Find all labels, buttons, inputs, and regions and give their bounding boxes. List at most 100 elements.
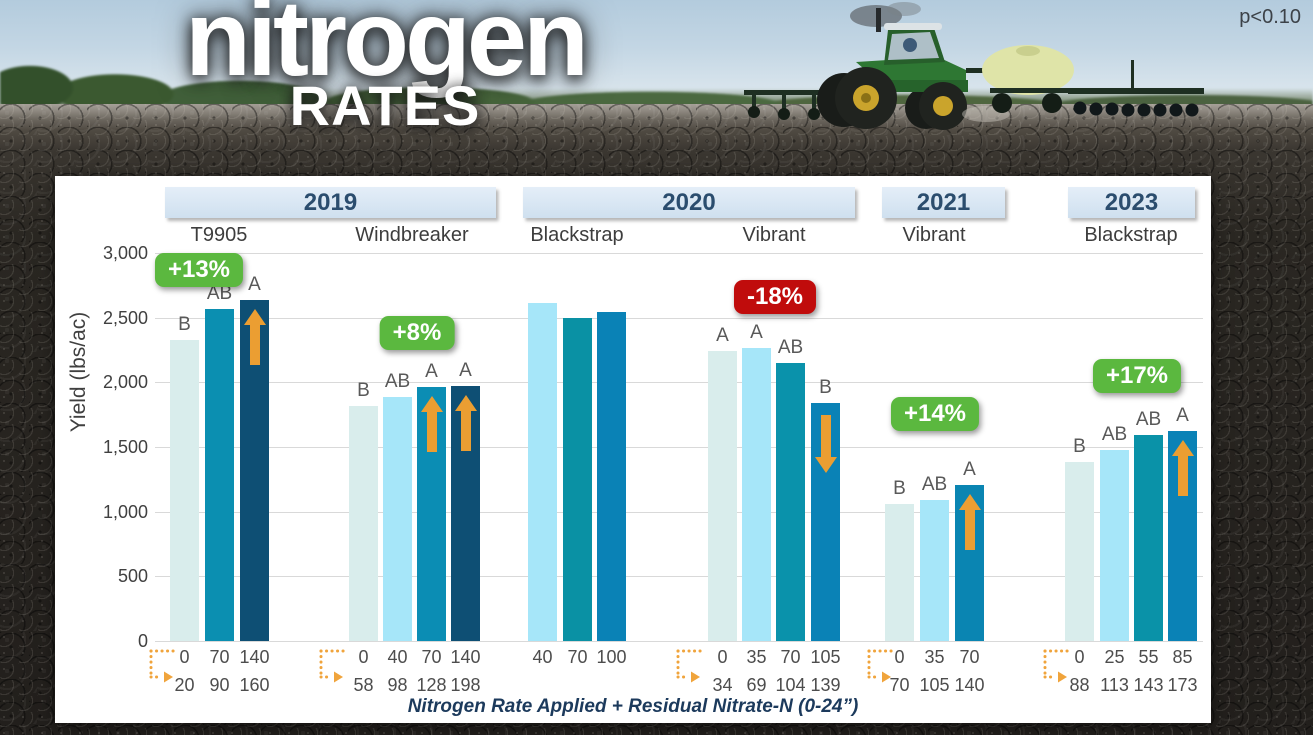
cab-roof [884,23,942,30]
significance-letter: A [1176,405,1189,427]
rate-applied-label: 70 [959,647,980,667]
rate-applied-label: 0 [717,647,728,667]
rate-applied-label: 0 [179,647,190,667]
bar-blackstrap-rate-0 [1065,461,1094,641]
exhaust-stack [876,8,881,32]
bar-arrow-up-icon [420,395,443,457]
rate-total-label: 198 [450,675,481,695]
significance-letter: AB [206,282,233,304]
rate-total-label: 160 [239,675,270,695]
rate-total-label: 58 [353,675,374,695]
significance-letter: B [1073,435,1086,457]
grid-line [155,447,1203,448]
bar-blackstrap-rate-55 [1134,435,1163,641]
rate-applied-label: 0 [358,647,369,667]
bar-vibrant-rate-35 [920,500,949,641]
significance-letter: B [893,477,906,499]
rate-applied-label: 0 [1074,647,1085,667]
rate-applied-label: 55 [1138,647,1159,667]
y-tick-label: 3,000 [102,243,148,263]
rate-total-label: 173 [1167,675,1198,695]
rate-applied-label: 100 [596,647,627,667]
rate-applied-label: 140 [450,647,481,667]
cultivar-label-blackstrap: Blackstrap [530,224,624,246]
residual-arrow-icon [861,646,896,691]
significance-letter: A [425,360,438,382]
rate-total-label: 104 [775,675,806,695]
y-tick-label: 2,500 [102,307,148,328]
residual-arrow-icon [1037,646,1072,691]
rate-total-label: 88 [1069,675,1090,695]
seed-tank [982,45,1074,95]
bar-windbreaker-rate-0 [349,405,378,641]
bar-blackstrap-rate-100 [597,312,626,641]
rate-total-label: 128 [416,675,447,695]
grid-line [155,317,1203,319]
grid-line [155,576,1203,578]
rate-applied-label: 70 [421,647,442,667]
cultivar-label-vibrant: Vibrant [742,224,806,246]
significance-letter: A [750,322,763,344]
tractor-photo [744,2,1204,130]
implement-toolbar-left [744,90,846,95]
bar-arrow-up-icon [958,493,981,555]
significance-letter: AB [1101,423,1128,445]
bar-vibrant-rate-0 [885,503,914,641]
bar-windbreaker-rate-40 [383,396,412,641]
rate-applied-label: 105 [810,647,841,667]
bar-t9905-rate-0 [170,339,199,641]
title-nitrogen: nitrogen [185,0,589,98]
bar-vibrant-rate-0 [708,351,737,641]
bar-blackstrap-rate-40 [528,303,557,641]
bar-arrow-up-icon [454,394,477,456]
significance-letter: B [178,313,191,335]
significance-letter: B [357,379,370,401]
rate-total-label: 69 [746,675,767,695]
treeline-photo [0,54,1313,112]
rate-applied-label: 70 [209,647,230,667]
change-badge: -18% [733,280,817,314]
cultivar-label-blackstrap: Blackstrap [1084,224,1178,246]
grid-line [155,511,1203,513]
rate-applied-label: 25 [1104,647,1125,667]
year-header-2023: 2023 [1068,187,1195,218]
significance-letter: A [248,273,261,295]
chart-panel: Yield (lbs/ac) Nitrogen Rate Applied + R… [55,176,1211,723]
grid-line [155,641,1203,642]
rate-total-label: 90 [209,675,230,695]
x-axis-caption: Nitrogen Rate Applied + Residual Nitrate… [407,696,859,717]
change-badge: +14% [890,397,980,431]
rate-applied-label: 0 [894,647,905,667]
significance-letter: AB [921,474,948,496]
grid-line [155,253,1203,254]
grid-line [155,382,1203,384]
rate-applied-label: 70 [780,647,801,667]
rate-applied-label: 70 [567,647,588,667]
significance-letter: AB [384,370,411,392]
p-value-note: p<0.10 [1239,6,1301,28]
change-badge: +13% [154,253,244,287]
y-tick-label: 1,000 [102,501,148,522]
implement-toolbar-right [1068,88,1204,94]
significance-letter: AB [777,336,804,358]
y-tick-label: 2,000 [102,372,148,393]
bar-vibrant-rate-35 [742,348,771,641]
rate-applied-label: 40 [387,647,408,667]
bar-arrow-up-icon [1171,440,1194,501]
significance-letter: A [459,359,472,381]
rate-total-label: 34 [712,675,733,695]
residual-arrow-icon [670,646,705,691]
bar-blackstrap-rate-25 [1100,449,1129,641]
y-tick-label: 500 [117,566,148,587]
significance-letter: A [716,325,729,347]
rate-applied-label: 40 [532,647,553,667]
rate-applied-label: 140 [239,647,270,667]
y-tick-label: 1,500 [102,437,148,457]
significance-letter: AB [1135,409,1162,431]
year-header-2019: 2019 [165,187,496,218]
significance-letter: B [819,377,832,399]
rate-total-label: 20 [174,675,195,695]
rate-total-label: 139 [810,675,841,695]
y-tick-label: 0 [137,631,148,651]
